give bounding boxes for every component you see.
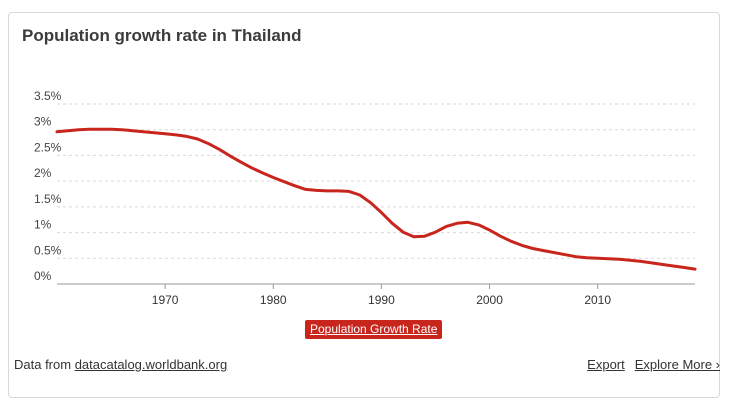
y-tick-label: 3% xyxy=(34,115,52,129)
x-tick-label: 1990 xyxy=(368,293,395,307)
data-source-link[interactable]: datacatalog.worldbank.org xyxy=(74,357,228,372)
footer-actions: Export Explore More › xyxy=(577,357,720,372)
y-tick-label: 1% xyxy=(34,218,52,232)
y-axis-ticks: 0% 0.5% 1% 1.5% 2% 2.5% 3% 3.5% xyxy=(34,89,62,283)
x-tick-label: 2000 xyxy=(476,293,503,307)
y-tick-label: 2.5% xyxy=(34,140,62,154)
explore-more-link[interactable]: Explore More › xyxy=(634,357,720,372)
x-axis-ticks: 1970 1980 1990 2000 2010 xyxy=(152,284,611,307)
series-line-population-growth-rate[interactable] xyxy=(55,127,697,271)
chart-title: Population growth rate in Thailand xyxy=(22,26,302,45)
grid-lines xyxy=(57,103,695,259)
x-tick-label: 1970 xyxy=(152,293,179,307)
y-tick-label: 0.5% xyxy=(34,243,62,257)
y-tick-label: 0% xyxy=(34,269,52,283)
x-tick-label: 2010 xyxy=(584,293,611,307)
y-tick-label: 1.5% xyxy=(34,192,62,206)
legend-item-population-growth-rate[interactable]: Population Growth Rate xyxy=(305,320,443,339)
x-tick-label: 1980 xyxy=(260,293,287,307)
y-tick-label: 3.5% xyxy=(34,89,62,103)
export-link[interactable]: Export xyxy=(587,357,625,372)
data-source: Data from datacatalog.worldbank.org xyxy=(14,357,227,372)
y-tick-label: 2% xyxy=(34,166,52,180)
data-source-prefix: Data from xyxy=(14,357,75,372)
